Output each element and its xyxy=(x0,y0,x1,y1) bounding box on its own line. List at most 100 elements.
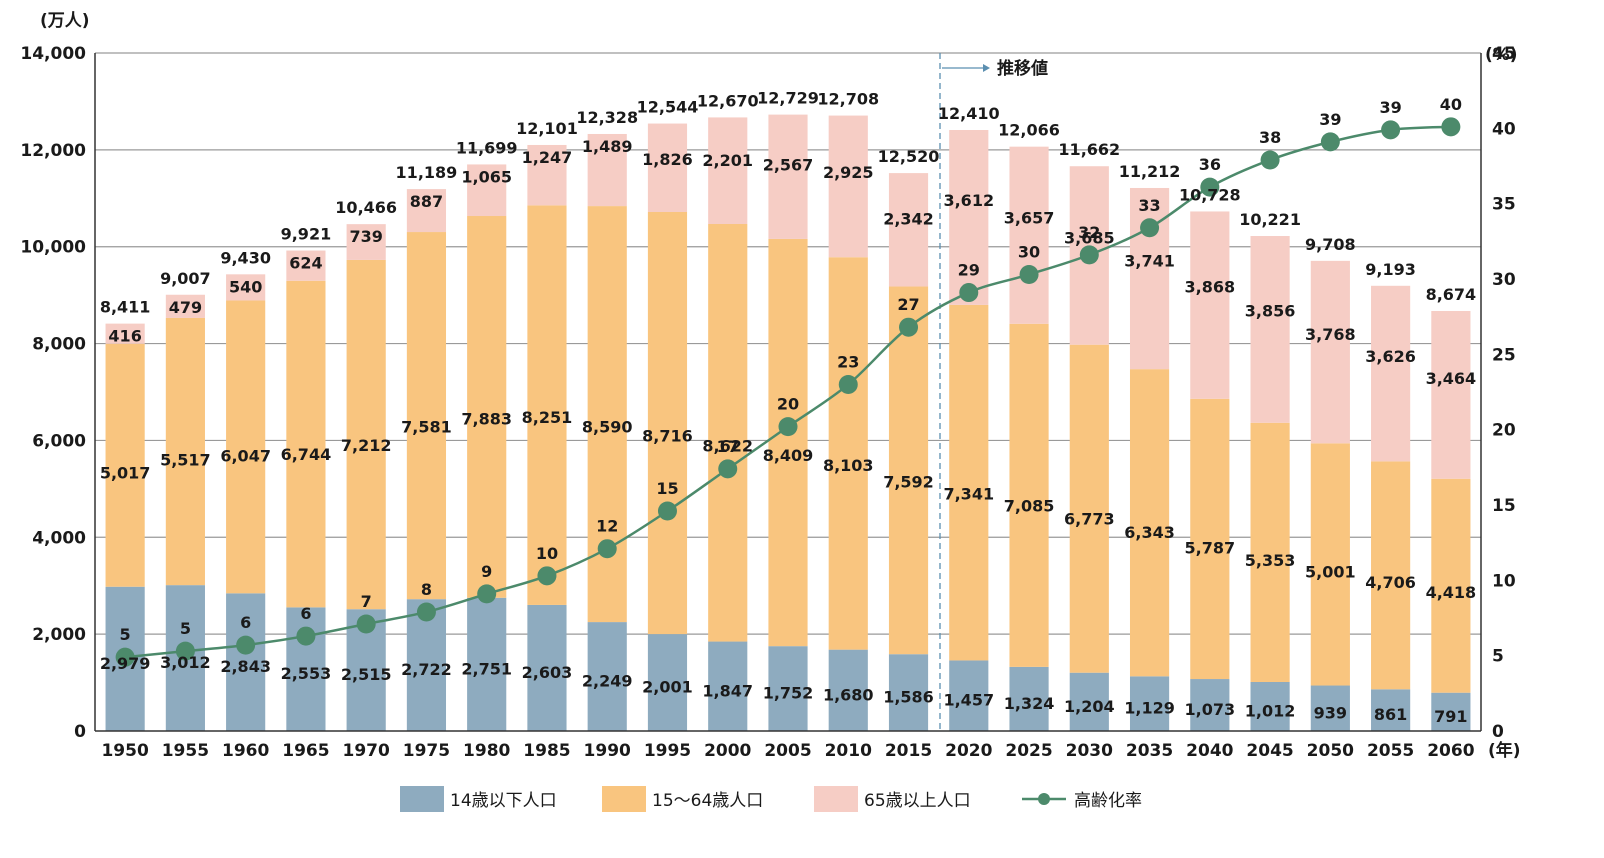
aging-rate-label: 36 xyxy=(1199,155,1221,174)
bar-65plus xyxy=(226,274,266,301)
label-under14: 2,603 xyxy=(522,663,573,682)
aging-rate-point xyxy=(778,417,798,437)
aging-rate-line xyxy=(115,117,1461,667)
legend-item-65plus: 65歳以上人口 xyxy=(814,786,971,812)
right-tick-label: 30 xyxy=(1492,270,1516,290)
bar-under14 xyxy=(888,654,929,731)
legend-marker-aging-rate xyxy=(1038,793,1050,805)
aging-rate-point xyxy=(838,374,858,394)
axis-ticks: 0 2,000 4,000 6,000 8,000 10,000 12,000 14,000 0… xyxy=(20,44,1515,761)
label-15to64: 8,409 xyxy=(763,446,814,465)
label-65plus: 3,768 xyxy=(1305,325,1356,344)
legend-item-under14: 14歳以下人口 xyxy=(400,786,557,812)
aging-rate-point xyxy=(537,566,557,586)
label-under14: 1,012 xyxy=(1245,701,1296,720)
label-65plus: 2,342 xyxy=(883,209,934,228)
aging-rate-point xyxy=(356,614,376,634)
bar-15to64 xyxy=(1190,398,1230,680)
bar-15to64 xyxy=(708,224,748,642)
x-tick-label: 2050 xyxy=(1307,741,1354,761)
bar-15to64 xyxy=(467,216,507,598)
aging-rate-label: 17 xyxy=(717,437,739,456)
label-65plus: 540 xyxy=(229,277,262,296)
x-tick-label: 1975 xyxy=(403,741,450,761)
left-tick-label: 4,000 xyxy=(32,528,86,548)
label-total: 11,662 xyxy=(1058,140,1120,159)
label-15to64: 8,716 xyxy=(642,427,693,446)
label-total: 8,411 xyxy=(100,298,151,317)
aging-rate-point xyxy=(657,501,677,521)
bar-15to64 xyxy=(1310,443,1350,686)
x-tick-label: 1965 xyxy=(282,741,329,761)
label-under14: 2,751 xyxy=(461,659,512,678)
bar-15to64 xyxy=(647,211,688,635)
label-15to64: 7,883 xyxy=(461,409,512,428)
projection-label: 推移値 xyxy=(997,58,1048,79)
label-65plus: 624 xyxy=(289,254,322,273)
label-under14: 1,680 xyxy=(823,685,874,704)
bar-65plus xyxy=(1190,211,1230,399)
bar-15to64 xyxy=(1009,323,1049,667)
x-tick-label: 1985 xyxy=(523,741,570,761)
bar-15to64 xyxy=(587,206,627,623)
bar-under14 xyxy=(1069,672,1109,731)
aging-rate-label: 6 xyxy=(300,604,311,623)
x-tick-label: 2020 xyxy=(945,741,992,761)
aging-rate-point xyxy=(1079,245,1099,265)
bar-under14 xyxy=(587,622,627,731)
bar-65plus xyxy=(105,323,145,344)
aging-rate-label: 40 xyxy=(1440,95,1462,114)
bar-65plus xyxy=(888,173,929,287)
label-under14: 861 xyxy=(1374,705,1407,724)
bar-65plus xyxy=(467,164,507,217)
label-65plus: 887 xyxy=(410,192,443,211)
label-65plus: 739 xyxy=(349,227,382,246)
legend-label-65plus: 65歳以上人口 xyxy=(864,791,971,811)
label-65plus: 3,612 xyxy=(943,191,994,210)
label-under14: 1,586 xyxy=(883,688,934,707)
label-total: 9,430 xyxy=(220,248,271,267)
aging-rate-label: 32 xyxy=(1078,223,1100,242)
label-65plus: 2,567 xyxy=(763,155,814,174)
aging-rate-point xyxy=(899,317,919,337)
label-15to64: 7,212 xyxy=(341,436,392,455)
x-tick-label: 2040 xyxy=(1186,741,1233,761)
bar-15to64 xyxy=(1069,344,1109,673)
right-tick-label: 0 xyxy=(1492,722,1504,742)
aging-rate-label: 6 xyxy=(240,613,251,632)
label-total: 10,221 xyxy=(1239,210,1301,229)
x-tick-label: 2015 xyxy=(885,741,932,761)
bar-under14 xyxy=(467,597,507,731)
legend-swatch-under14 xyxy=(400,786,444,812)
label-65plus: 2,201 xyxy=(702,151,753,170)
x-tick-label: 1995 xyxy=(644,741,691,761)
aging-rate-point xyxy=(597,539,617,559)
label-under14: 939 xyxy=(1314,703,1347,722)
bar-under14 xyxy=(1431,692,1471,731)
label-65plus: 1,247 xyxy=(522,148,573,167)
label-15to64: 7,341 xyxy=(943,484,994,503)
label-15to64: 4,418 xyxy=(1426,583,1477,602)
aging-rate-label: 29 xyxy=(958,261,980,280)
label-65plus: 1,826 xyxy=(642,150,693,169)
bar-65plus xyxy=(768,114,808,239)
projection-marker: 推移値 xyxy=(939,53,1048,731)
bar-65plus xyxy=(165,294,205,318)
bar-under14 xyxy=(226,593,266,731)
legend-swatch-65plus xyxy=(814,786,858,812)
left-axis-unit: (万人) xyxy=(40,11,90,31)
right-axis-unit: (%) xyxy=(1485,45,1518,65)
legend-label-aging-rate: 高齢化率 xyxy=(1074,791,1142,811)
label-total: 9,007 xyxy=(160,269,211,288)
label-65plus: 416 xyxy=(108,327,141,346)
legend-label-under14: 14歳以下人口 xyxy=(450,791,557,811)
axes: (万人) (%) (年) xyxy=(40,11,1521,761)
bar-15to64 xyxy=(888,286,929,655)
label-15to64: 4,706 xyxy=(1365,573,1416,592)
label-under14: 2,553 xyxy=(281,664,332,683)
label-15to64: 6,744 xyxy=(281,445,332,464)
aging-rate-label: 5 xyxy=(120,625,131,644)
label-under14: 2,249 xyxy=(582,672,633,691)
bar-under14 xyxy=(708,641,748,731)
